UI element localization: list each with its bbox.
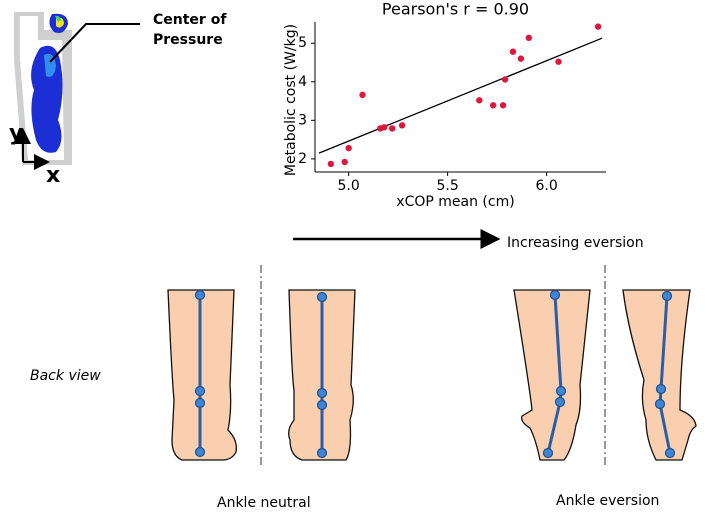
y-axis-label: Metabolic cost (W/kg): [283, 24, 299, 176]
scatter-plot: 5.0 5.5 6.0 2 3 4 5 Pearson's r = 0.90 xCOP mean…: [283, 0, 606, 210]
leg-neutral-right: [288, 289, 356, 461]
point: [555, 58, 562, 65]
x-tick-label: 5.0: [338, 178, 360, 194]
x-axis-label: xCOP mean (cm): [396, 194, 514, 210]
fit-line: [318, 37, 603, 154]
point: [389, 125, 396, 132]
y-tick-label: 2: [298, 151, 307, 167]
point: [398, 122, 406, 129]
point: [341, 158, 348, 166]
eversion-caption: Ankle eversion: [556, 493, 659, 509]
point: [476, 97, 483, 104]
point: [501, 76, 509, 83]
point: [509, 48, 517, 55]
eversion-label: Increasing eversion: [507, 235, 644, 251]
x-tick-label: 6.0: [535, 178, 557, 194]
neutral-label: Ankle neutral: [217, 495, 311, 511]
point: [499, 102, 507, 109]
point: [489, 102, 497, 109]
pressure-map: [14, 12, 72, 170]
point: [594, 23, 602, 30]
x-tick-label: 5.5: [436, 178, 458, 194]
y-tick-label: 4: [298, 74, 307, 90]
cop-label: Center of: [153, 12, 227, 28]
point: [345, 144, 352, 152]
point: [525, 34, 532, 42]
y-tick-label: 3: [298, 112, 307, 128]
point: [327, 160, 335, 168]
leg-everted-left: [513, 289, 591, 461]
point: [381, 124, 388, 131]
axis-x-label: x: [46, 163, 60, 188]
leg-everted-right: [622, 289, 697, 461]
y-tick-label: 5: [298, 35, 307, 51]
point: [359, 91, 366, 99]
chart-title: Pearson's r = 0.90: [382, 0, 529, 19]
back-view-label: Back view: [30, 368, 101, 384]
cop-label: Pressure: [153, 32, 223, 48]
leg-neutral-left: [167, 289, 237, 461]
pointer: [49, 23, 140, 63]
point: [517, 55, 525, 62]
axis-y-label: y: [9, 121, 23, 146]
